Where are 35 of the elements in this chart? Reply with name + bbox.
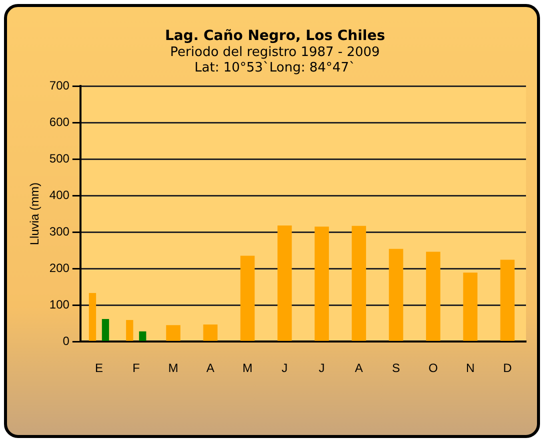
y-tick-label: 100 — [49, 297, 70, 312]
x-tick-label: N — [466, 361, 475, 376]
x-tick-label: A — [206, 361, 214, 376]
bar — [166, 325, 180, 341]
x-tick-label: O — [428, 361, 438, 376]
bar — [139, 331, 146, 341]
x-tick-label: J — [318, 361, 325, 376]
x-tick-label: S — [392, 361, 400, 376]
bar — [277, 225, 292, 341]
x-tick-label: A — [354, 361, 363, 376]
y-axis-title: Lluvia (mm) — [28, 182, 42, 246]
x-tick-label: J — [282, 361, 288, 376]
bar — [240, 256, 255, 341]
chart-subtitle: Periodo del registro 1987 - 2009 Lat: 10°53`Long: 84°47` — [170, 44, 380, 76]
bar — [388, 248, 404, 341]
bar — [500, 260, 515, 341]
bar — [352, 226, 366, 341]
y-tick-label: 400 — [49, 188, 70, 202]
y-tick-label: 200 — [49, 260, 70, 275]
x-tick-label: D — [503, 361, 512, 376]
bar — [314, 226, 329, 341]
x-tick-label: E — [94, 361, 103, 376]
x-tick-label: F — [132, 361, 140, 376]
chart-title: Lag. Caño Negro, Los Chiles — [164, 28, 386, 44]
bar — [203, 324, 218, 341]
bar — [463, 272, 478, 341]
bar — [426, 252, 440, 341]
x-tick-label: M — [168, 361, 178, 376]
y-tick-label: 300 — [49, 224, 70, 238]
y-tick-label: 0 — [62, 334, 70, 348]
y-tick-label: 700 — [49, 78, 70, 92]
x-tick-label: M — [242, 361, 253, 376]
y-tick-label: 500 — [49, 151, 70, 166]
bar — [102, 318, 110, 341]
y-tick-label: 600 — [49, 114, 70, 129]
